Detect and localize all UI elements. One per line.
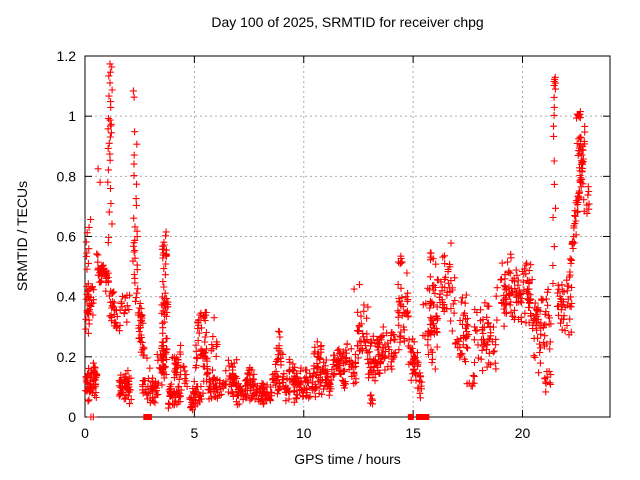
zero-square-marker (407, 414, 414, 420)
x-tick-label: 5 (190, 425, 198, 441)
y-tick-label: 0 (68, 409, 76, 425)
zero-square-marker (416, 414, 422, 420)
x-tick-label: 0 (81, 425, 89, 441)
x-tick-label: 10 (296, 425, 312, 441)
zero-square-marker (423, 414, 430, 420)
chart-title: Day 100 of 2025, SRMTID for receiver chp… (211, 14, 484, 30)
y-tick-label: 0.6 (57, 229, 77, 245)
y-tick-label: 1.2 (57, 48, 77, 64)
y-tick-label: 0.2 (57, 349, 77, 365)
x-axis-label: GPS time / hours (294, 451, 401, 467)
zero-square-markers (143, 414, 430, 420)
y-tick-label: 0.8 (57, 168, 77, 184)
zero-square-marker (145, 414, 152, 420)
x-tick-label: 15 (405, 425, 421, 441)
scatter-points (82, 60, 593, 421)
y-tick-label: 1 (68, 108, 76, 124)
y-tick-label: 0.4 (57, 289, 77, 305)
x-tick-label: 20 (515, 425, 531, 441)
